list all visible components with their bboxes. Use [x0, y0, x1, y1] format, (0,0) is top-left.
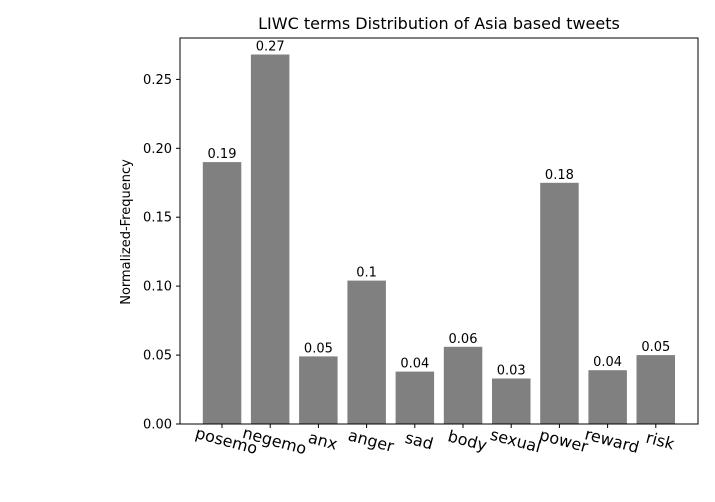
- bar-reward: [588, 370, 627, 424]
- bars-group: 0.19 0.27 0.05 0.1 0.04 0.06 0.03 0.18 0.04 0.05: [202, 40, 675, 424]
- x-tick-label-body: body: [446, 426, 489, 455]
- y-tick-label-0: 0.00: [143, 418, 172, 433]
- x-tick-label-anx: anx: [306, 428, 339, 454]
- y-tick-label-2: 0.10: [143, 280, 172, 295]
- x-tick-label-anger: anger: [346, 425, 396, 456]
- bar-body: [443, 346, 483, 424]
- bar-risk: [636, 355, 675, 424]
- y-tick-label-5: 0.25: [143, 73, 172, 88]
- x-tick-label-reward: reward: [583, 424, 641, 457]
- data-label-risk: 0.05: [641, 340, 670, 355]
- y-tick-label-3: 0.15: [143, 211, 172, 226]
- bar-posemo: [202, 162, 242, 424]
- y-tick-label-1: 0.05: [143, 349, 172, 364]
- data-label-reward: 0.04: [593, 355, 622, 370]
- data-label-power: 0.18: [545, 168, 574, 183]
- data-label-negemo: 0.27: [256, 40, 285, 55]
- y-axis-label: Normalized-Frequency: [119, 159, 134, 305]
- data-label-body: 0.06: [449, 332, 478, 347]
- bar-negemo: [250, 54, 290, 424]
- bar-anx: [299, 356, 338, 424]
- data-label-sexual: 0.03: [497, 364, 526, 379]
- data-label-anger: 0.1: [356, 266, 377, 281]
- x-tick-label-sad: sad: [403, 428, 435, 454]
- bar-sexual: [492, 378, 531, 424]
- data-label-posemo: 0.19: [208, 147, 237, 162]
- plot-frame: [179, 37, 699, 425]
- bar-anger: [347, 280, 386, 424]
- x-tick-label-sexual: sexual: [488, 425, 543, 457]
- data-label-sad: 0.04: [400, 357, 429, 372]
- data-label-anx: 0.05: [304, 341, 333, 356]
- y-tick-label-4: 0.20: [143, 142, 172, 157]
- x-tick-label-risk: risk: [644, 428, 677, 454]
- chart-title: LIWC terms Distribution of Asia based tw…: [258, 14, 620, 33]
- bar-power: [540, 182, 579, 424]
- bar-sad: [395, 371, 435, 424]
